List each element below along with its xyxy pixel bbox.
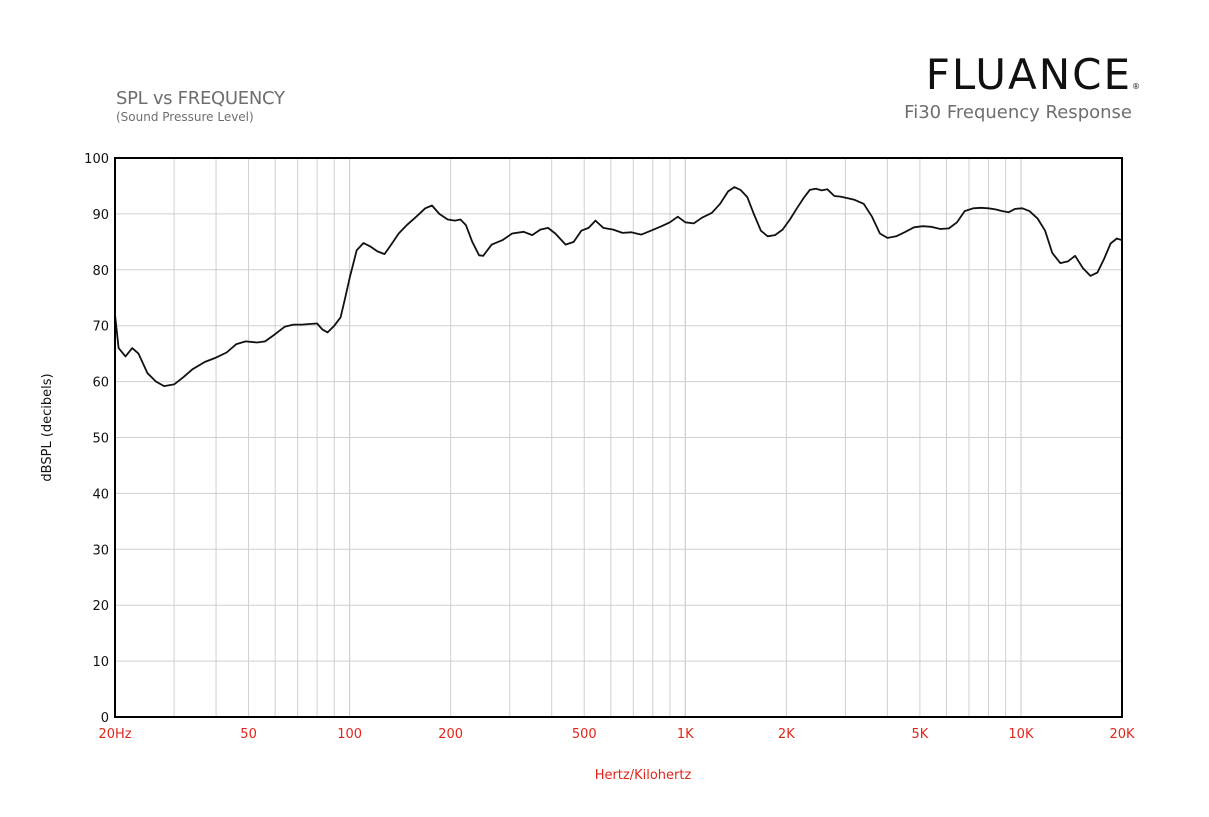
grid-lines [115, 158, 1122, 717]
x-axis-title: Hertz/Kilohertz [595, 768, 692, 783]
x-tick-label: 100 [337, 727, 362, 742]
spl-curve [114, 186, 1123, 387]
y-tick-label: 50 [92, 432, 109, 447]
x-tick-label: 200 [438, 727, 463, 742]
x-tick-label: 20Hz [98, 727, 131, 742]
x-tick-labels: 20Hz 50 100 200 500 1K 2K 5K 10K 20K [98, 727, 1135, 742]
chart-title: SPL vs FREQUENCY [116, 88, 285, 109]
y-tick-label: 30 [92, 543, 109, 558]
x-tick-label: 20K [1109, 727, 1135, 742]
y-tick-label: 20 [92, 599, 109, 614]
brand-logo: FLUANCE [925, 50, 1132, 99]
x-tick-label: 10K [1008, 727, 1034, 742]
product-caption: Fi30 Frequency Response [904, 102, 1132, 123]
x-tick-label: 5K [912, 727, 929, 742]
x-tick-label: 1K [677, 727, 694, 742]
y-tick-label: 0 [101, 711, 109, 726]
y-tick-label: 10 [92, 655, 109, 670]
x-tick-label: 2K [778, 727, 795, 742]
y-tick-label: 60 [92, 376, 109, 391]
chart-subtitle: (Sound Pressure Level) [116, 110, 254, 124]
y-tick-labels: 0 10 20 30 40 50 60 70 80 90 100 [84, 152, 109, 726]
plot-frame [114, 157, 1123, 718]
y-tick-label: 80 [92, 264, 109, 279]
registered-mark: ® [1132, 82, 1140, 91]
y-tick-label: 70 [92, 320, 109, 335]
y-tick-label: 100 [84, 152, 109, 167]
x-tick-label: 50 [240, 727, 257, 742]
y-tick-label: 40 [92, 487, 109, 502]
x-tick-label: 500 [572, 727, 597, 742]
y-axis-title: dBSPL (decibels) [40, 373, 55, 481]
y-tick-label: 90 [92, 208, 109, 223]
